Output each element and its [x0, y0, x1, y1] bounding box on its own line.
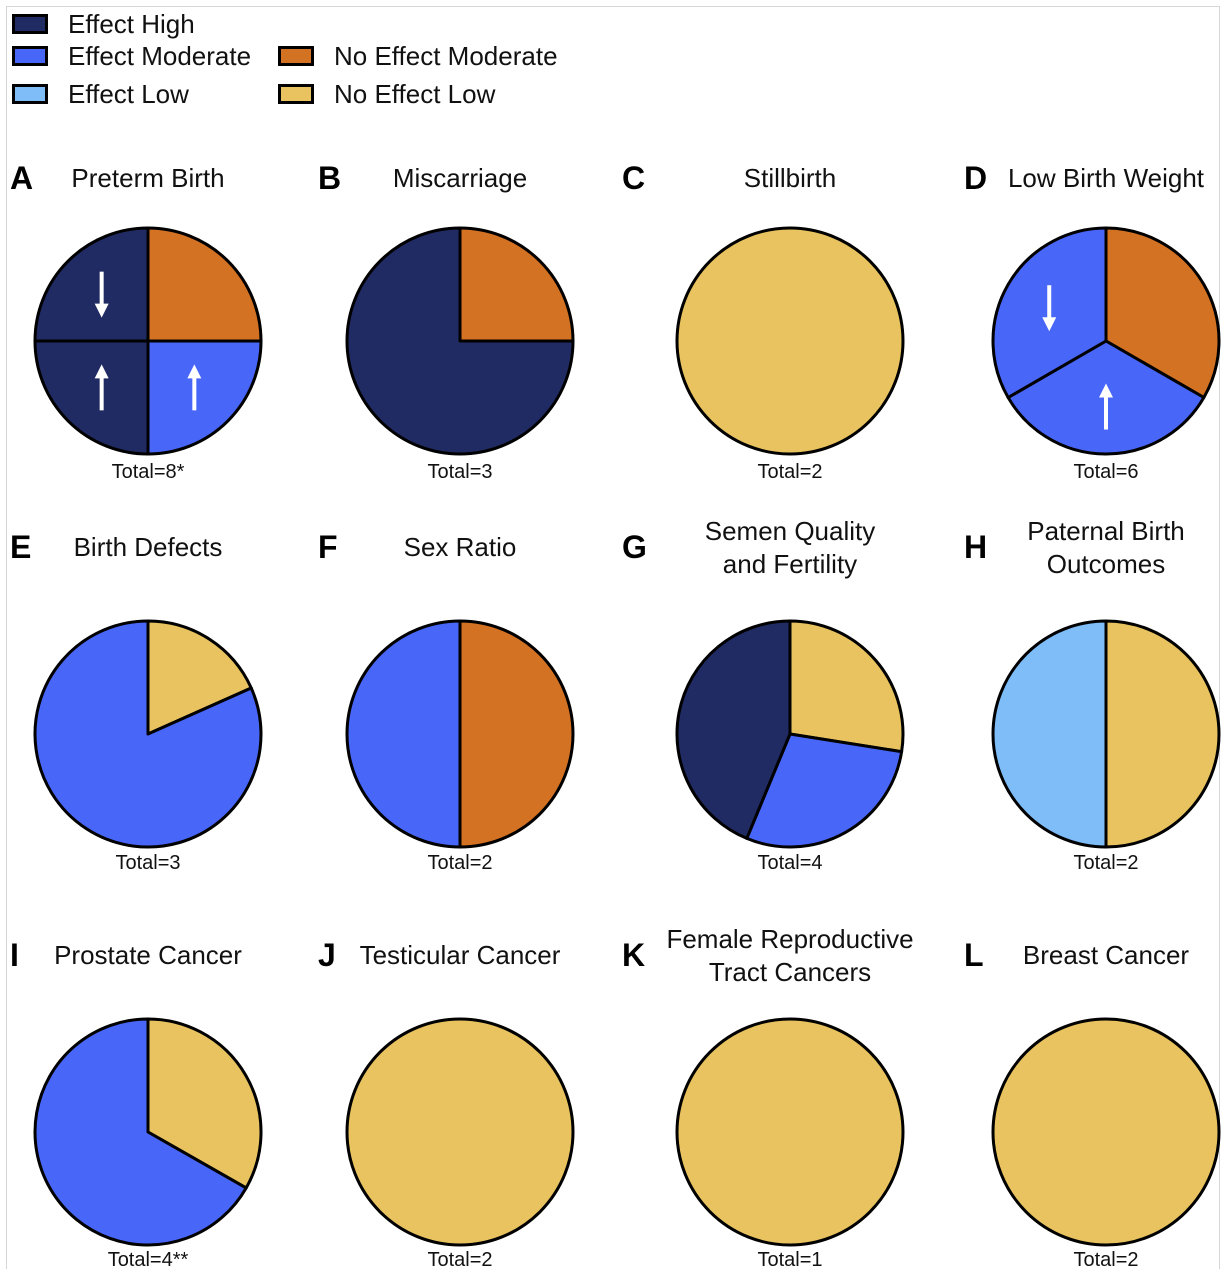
panel-total-prostate-cancer: Total=4** — [108, 1249, 189, 1269]
legend-label-no-effect-low: No Effect Low — [334, 78, 496, 109]
panel-letter-k: K — [622, 937, 645, 973]
legend-item-no-effect-moderate: No Effect Moderate — [278, 40, 558, 72]
panel-total-paternal-birth-outcomes: Total=2 — [1073, 852, 1138, 874]
legend-swatch-no-effect-moderate — [278, 46, 314, 66]
pie-slice-semen-quality-and-fertility-effect-high-3 — [675, 619, 792, 840]
legend-item-effect-high: Effect High — [12, 8, 195, 40]
panel-letter-b: B — [318, 160, 341, 196]
panel-letter-i: I — [10, 937, 19, 973]
pie-slice-preterm-birth-effect-high-4 — [33, 226, 150, 343]
panel-title-female-reproductive-tract-cancers-line-1: Female Reproductive — [666, 924, 913, 954]
pie-slice-miscarriage-effect-high-2 — [345, 226, 575, 456]
panel-title-preterm-birth: Preterm Birth — [71, 163, 224, 193]
pie-slice-prostate-cancer-no-effect-low-1 — [146, 1017, 263, 1190]
panel-title-prostate-cancer: Prostate Cancer — [54, 940, 242, 970]
panel-letter-j: J — [318, 937, 336, 973]
panel-total-low-birth-weight: Total=6 — [1073, 461, 1138, 483]
panel-total-miscarriage: Total=3 — [427, 461, 492, 483]
panel-title-female-reproductive-tract-cancers-line-2: Tract Cancers — [709, 957, 871, 987]
pie-slice-sex-ratio-effect-moderate-2 — [345, 619, 462, 849]
panel-title-paternal-birth-outcomes-line-1: Paternal Birth — [1027, 516, 1185, 546]
pie-slice-miscarriage-no-effect-moderate-1 — [458, 226, 575, 343]
panel-title-semen-quality-and-fertility-line-2: and Fertility — [723, 549, 857, 579]
pie-slice-preterm-birth-effect-high-3 — [33, 339, 150, 456]
panel-total-breast-cancer: Total=2 — [1073, 1249, 1138, 1269]
pie-slice-paternal-birth-outcomes-no-effect-low-1 — [1104, 619, 1221, 849]
panel-title-low-birth-weight: Low Birth Weight — [1008, 163, 1205, 193]
panel-letter-e: E — [10, 529, 31, 565]
pie-slice-testicular-cancer-no-effect-low-1 — [345, 1017, 575, 1247]
legend-item-no-effect-low: No Effect Low — [278, 78, 495, 110]
panel-letter-l: L — [964, 937, 984, 973]
legend-label-effect-low: Effect Low — [68, 78, 189, 109]
legend-label-effect-high: Effect High — [68, 8, 195, 39]
legend-swatch-no-effect-low — [278, 84, 314, 104]
panel-title-sex-ratio: Sex Ratio — [404, 532, 517, 562]
pie-slice-breast-cancer-no-effect-low-1 — [991, 1017, 1221, 1247]
legend-label-effect-moderate: Effect Moderate — [68, 40, 252, 71]
legend-swatch-effect-moderate — [12, 46, 48, 66]
legend-item-effect-moderate: Effect Moderate — [12, 40, 251, 72]
panel-letter-g: G — [622, 529, 647, 565]
legend-swatch-effect-low — [12, 84, 48, 104]
pie-slice-preterm-birth-no-effect-moderate-1 — [146, 226, 263, 343]
panel-total-preterm-birth: Total=8* — [112, 461, 185, 483]
panel-total-stillbirth: Total=2 — [757, 461, 822, 483]
legend: Effect High Effect Moderate Effect Low N… — [12, 8, 612, 112]
pie-slice-female-reproductive-tract-cancers-no-effect-low-1 — [675, 1017, 905, 1247]
panel-total-semen-quality-and-fertility: Total=4 — [757, 852, 822, 874]
panel-letter-a: A — [10, 160, 33, 196]
legend-swatch-effect-high — [12, 14, 48, 34]
pie-slice-prostate-cancer-effect-moderate-2 — [33, 1017, 248, 1247]
panel-total-testicular-cancer: Total=2 — [427, 1249, 492, 1269]
arrow-up-head-icon — [94, 364, 109, 379]
arrow-down-head-icon — [94, 303, 109, 318]
pie-slice-low-birth-weight-no-effect-moderate-1 — [1104, 226, 1221, 399]
panel-title-breast-cancer: Breast Cancer — [1023, 940, 1190, 970]
arrow-up-head-icon — [1099, 383, 1113, 398]
pie-slice-semen-quality-and-fertility-effect-moderate-2 — [745, 732, 904, 849]
panel-title-semen-quality-and-fertility-line-1: Semen Quality — [705, 516, 876, 546]
panel-total-female-reproductive-tract-cancers: Total=1 — [757, 1249, 822, 1269]
panel-letter-d: D — [964, 160, 987, 196]
pie-slice-stillbirth-no-effect-low-1 — [675, 226, 905, 456]
pie-slice-semen-quality-and-fertility-no-effect-low-1 — [788, 619, 905, 754]
legend-label-no-effect-moderate: No Effect Moderate — [334, 40, 558, 71]
panel-letter-f: F — [318, 529, 338, 565]
legend-item-effect-low: Effect Low — [12, 78, 189, 110]
pie-slice-preterm-birth-effect-moderate-2 — [146, 339, 263, 456]
panel-letter-c: C — [622, 160, 645, 196]
panel-title-stillbirth: Stillbirth — [744, 163, 836, 193]
arrow-down-head-icon — [1042, 317, 1057, 332]
panel-title-paternal-birth-outcomes-line-2: Outcomes — [1047, 549, 1166, 579]
pie-slice-birth-defects-effect-moderate-2 — [33, 619, 263, 849]
panel-total-birth-defects: Total=3 — [115, 852, 180, 874]
pie-slice-sex-ratio-no-effect-moderate-1 — [458, 619, 575, 849]
panel-title-miscarriage: Miscarriage — [393, 163, 527, 193]
figure-frame — [6, 6, 1220, 1269]
pie-slice-birth-defects-no-effect-low-1 — [146, 619, 253, 736]
arrow-up-head-icon — [187, 364, 202, 379]
panel-total-sex-ratio: Total=2 — [427, 852, 492, 874]
panel-letter-h: H — [964, 529, 987, 565]
panel-title-testicular-cancer: Testicular Cancer — [360, 940, 561, 970]
pie-slice-paternal-birth-outcomes-effect-low-2 — [991, 619, 1108, 849]
panel-title-birth-defects: Birth Defects — [74, 532, 223, 562]
